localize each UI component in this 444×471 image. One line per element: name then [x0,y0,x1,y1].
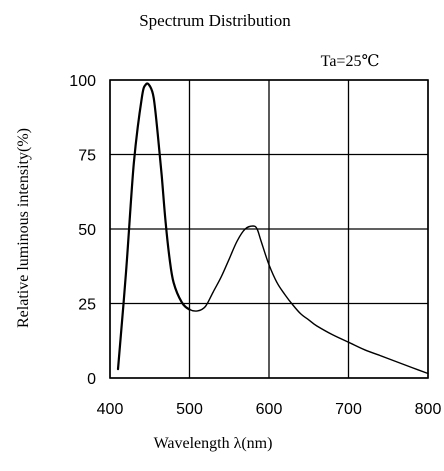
y-tick-label-50: 50 [78,222,96,239]
x-tick-label-800: 800 [415,401,442,418]
y-tick-label-25: 25 [78,297,96,314]
y-tick-label-75: 75 [78,148,96,165]
y-axis-label: Relative luminous intensity(%) [15,128,32,328]
y-tick-label-100: 100 [69,73,96,90]
y-tick-label-0: 0 [87,371,96,388]
plot-area [116,82,429,375]
plot-frame [109,79,429,379]
tick-labels: 400 500 600 700 800 0 25 50 75 100 [69,73,441,418]
x-tick-label-400: 400 [97,401,124,418]
spectrum-curve-blue-peak [116,82,191,371]
x-tick-label-600: 600 [256,401,283,418]
x-axis-label: Wavelength λ(nm) [154,435,273,452]
chart-title: Spectrum Distribution [139,11,291,30]
temperature-condition: Ta=25℃ [321,53,380,70]
x-tick-label-500: 500 [176,401,203,418]
x-tick-label-700: 700 [335,401,362,418]
grid [109,79,429,379]
